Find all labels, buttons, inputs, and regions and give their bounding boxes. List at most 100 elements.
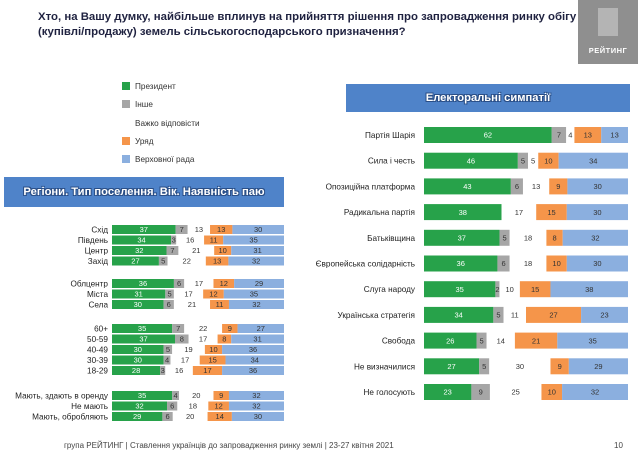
bar-segment-government [213,391,229,400]
bar-segment-hard-to-say [173,289,204,299]
data-label: 36 [457,259,465,268]
bar-segment-rada [225,355,284,365]
bar-segment-government [208,401,229,411]
bar-segment-other [171,235,177,245]
data-label: 3 [172,236,176,245]
legend-swatch [122,82,130,90]
data-label: 5 [161,257,165,266]
bar-segment-other [517,152,529,169]
bar-segment-president [112,289,166,299]
bar-segment-hard-to-say [489,384,542,400]
bar-segment-president [424,384,472,400]
chart-title: Хто, на Вашу думку, найбільше вплинув на… [38,11,577,38]
data-label: 22 [183,257,191,266]
data-label: 31 [253,335,261,344]
bar-segment-other [476,332,487,349]
bar-segment-government [536,204,567,221]
category-label: Міста [87,290,108,299]
category-label: 60+ [94,325,108,334]
data-label: 18 [524,234,532,243]
bar-segment-government [550,358,569,375]
bar-segment-rada [557,332,628,349]
data-label: 3 [161,366,165,375]
bar-segment-government [514,332,558,349]
bar-segment-other [173,279,185,288]
data-label: 34 [589,156,597,165]
bar-segment-government [526,306,582,323]
data-label: 38 [585,285,593,294]
page-number: 10 [614,441,623,450]
data-label: 46 [467,156,475,165]
data-label: 9 [556,182,560,191]
data-label: 43 [463,182,471,191]
bar-segment-rada [222,366,284,375]
bar-segment-rada [231,246,284,255]
data-label: 17 [184,290,192,299]
bar-segment-president [424,358,480,375]
electoral-banner: Електоральні симпатії [346,84,630,112]
bar-segment-other [162,412,173,421]
data-label: 9 [219,391,223,400]
bar-segment-government [207,412,232,421]
bar-segment-hard-to-say [509,255,547,272]
bar-segment-hard-to-say [176,235,205,245]
data-label: 22 [199,324,207,333]
bar-segment-hard-to-say [509,229,547,246]
bar-segment-government [214,246,232,255]
data-label: 7 [176,324,180,333]
data-label: 30 [134,300,142,309]
category-label: Захід [88,257,108,266]
bar-segment-hard-to-say [170,355,200,365]
bar-segment-president [112,345,164,354]
bar-segment-other [497,255,510,272]
legend-item-president: Президент [122,82,176,91]
data-label: 17 [199,335,207,344]
data-label: 10 [209,345,217,354]
bar-segment-other [175,334,189,344]
footer: група РЕЙТИНГ | Ставлення українців до з… [64,441,394,450]
logo-mark-icon [598,8,618,36]
data-label: 15 [531,285,539,294]
data-label: 27 [257,324,265,333]
data-label: 6 [166,412,170,421]
data-label: 20 [192,391,200,400]
bar-segment-president [112,225,176,234]
bar-segment-other [163,345,173,354]
data-label: 30 [594,182,602,191]
data-label: 35 [249,236,257,245]
data-label: 5 [496,311,500,320]
bar-segment-government [217,334,232,344]
data-label: 37 [140,225,148,234]
bar-segment-rada [223,289,284,299]
data-label: 15 [547,208,555,217]
bar-segment-president [112,246,167,255]
data-label: 30 [134,345,142,354]
data-label: 28 [132,366,140,375]
bar-segment-other [551,127,567,143]
category-label: Слуга народу [364,285,416,294]
data-label: 27 [549,311,557,320]
data-label: 20 [186,412,194,421]
data-label: 25 [512,388,520,397]
bar-segment-hard-to-say [165,366,193,375]
bar-segment-hard-to-say [489,358,551,375]
data-label: 15 [208,356,216,365]
data-label: 10 [552,259,560,268]
category-label: Не визначилися [354,362,415,371]
logo-text: РЕЙТИНГ [588,46,628,55]
data-label: 12 [214,402,222,411]
data-label: 11 [210,236,218,245]
category-label: Облцентр [71,280,109,289]
data-label: 5 [479,336,483,345]
bar-segment-other [163,355,171,365]
data-label: 21 [192,246,200,255]
bar-segment-hard-to-say [178,246,215,255]
data-label: 10 [544,156,552,165]
data-label: 13 [584,131,592,140]
bar-segment-rada [601,127,628,143]
legend-swatch [122,155,130,163]
data-label: 9 [558,362,562,371]
bar-segment-other [493,306,504,323]
data-label: 30 [254,412,262,421]
